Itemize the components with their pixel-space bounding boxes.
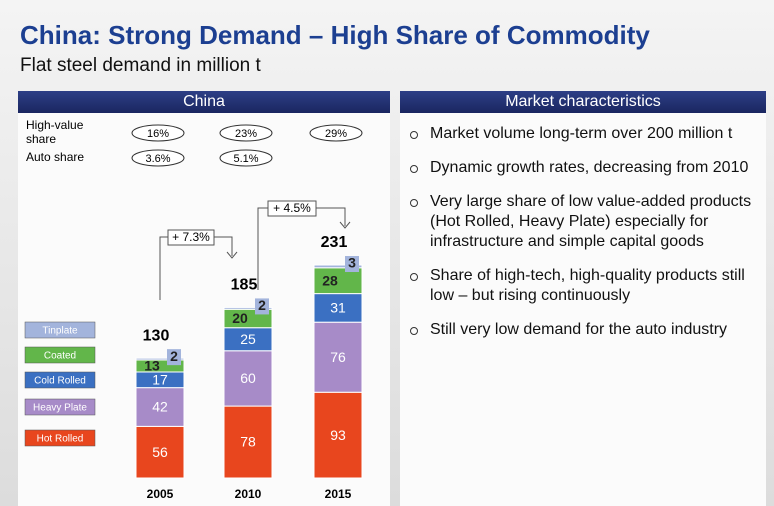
bar-segment bbox=[313, 321, 363, 393]
title: China: Strong Demand – High Share of Com… bbox=[20, 20, 650, 50]
annotation-box bbox=[167, 229, 215, 246]
legend-label: Heavy Plate bbox=[33, 403, 87, 414]
bar-label: 2 bbox=[258, 297, 266, 313]
legend-label: Coated bbox=[44, 351, 76, 362]
bar-label: 17 bbox=[152, 372, 168, 388]
annotation: + 7.3% bbox=[172, 230, 210, 244]
bar-segment bbox=[135, 387, 185, 427]
bar-label: 13 bbox=[144, 358, 160, 374]
bar-label: 76 bbox=[330, 349, 346, 365]
bar-label: 3 bbox=[348, 255, 356, 271]
bullet-list: Market volume long-term over 200 million… bbox=[408, 124, 758, 354]
arrow-head bbox=[339, 221, 351, 229]
share-ellipse bbox=[219, 149, 273, 167]
legend-label: Hot Rolled bbox=[37, 434, 84, 445]
subtitle: Flat steel demand in million t bbox=[20, 55, 261, 76]
share-ellipse bbox=[309, 124, 363, 142]
bullet: Share of high-tech, high-quality product… bbox=[408, 266, 758, 306]
right-header: Market characteristics bbox=[400, 91, 766, 113]
bracket bbox=[159, 236, 233, 300]
total-label: 185 bbox=[231, 277, 258, 294]
bar-segment bbox=[135, 425, 185, 479]
bar-label: 60 bbox=[240, 370, 256, 386]
bar-segment bbox=[313, 391, 363, 479]
growth-brackets bbox=[159, 200, 351, 300]
right-panel bbox=[400, 113, 766, 506]
legend-label: Tinplate bbox=[42, 326, 78, 337]
left-header: China bbox=[18, 91, 390, 113]
bar-label: 56 bbox=[152, 444, 168, 460]
bullet: Very large share of low value-added prod… bbox=[408, 192, 758, 252]
share-label: 16% bbox=[147, 128, 169, 140]
bar-segment bbox=[313, 267, 363, 295]
bullet: Market volume long-term over 200 million… bbox=[408, 124, 758, 144]
total-label: 231 bbox=[321, 234, 348, 251]
bar-label: 42 bbox=[152, 399, 168, 415]
bar-segment bbox=[135, 357, 185, 361]
bar-label: 25 bbox=[240, 331, 256, 347]
bullet: Still very low demand for the auto indus… bbox=[408, 320, 758, 340]
annotation: + 4.5% bbox=[273, 201, 311, 215]
chart: + 7.3% + 4.5% High-value share 16% 23% 29% Au… bbox=[24, 118, 363, 501]
label-box bbox=[255, 298, 269, 315]
share-ellipse bbox=[131, 149, 185, 167]
x-tick-label: 2005 bbox=[147, 487, 174, 501]
x-tick-label: 2015 bbox=[325, 487, 352, 501]
annotation-box bbox=[267, 200, 317, 217]
bar-label: 93 bbox=[330, 427, 346, 443]
row-label: Auto share bbox=[26, 150, 84, 164]
share-label: 23% bbox=[235, 128, 257, 140]
bar-segment bbox=[223, 350, 273, 407]
legend-swatch bbox=[24, 346, 96, 364]
legend-swatch bbox=[24, 371, 96, 389]
legend-swatch bbox=[24, 429, 96, 447]
share-label: 29% bbox=[325, 128, 347, 140]
row-label: High-value share bbox=[26, 118, 84, 146]
bar-segment bbox=[313, 264, 363, 269]
label-box bbox=[167, 349, 181, 366]
bar-label: 2 bbox=[170, 348, 178, 364]
bar-label: 31 bbox=[330, 300, 346, 316]
legend-swatch bbox=[24, 321, 96, 339]
legend-label: Cold Rolled bbox=[34, 376, 86, 387]
bullet: Dynamic growth rates, decreasing from 20… bbox=[408, 158, 758, 178]
share-ellipse bbox=[131, 124, 185, 142]
legend-swatch bbox=[24, 398, 96, 416]
share-ellipse bbox=[219, 124, 273, 142]
label-box bbox=[345, 256, 359, 273]
bar-label: 20 bbox=[232, 310, 248, 326]
total-label: 130 bbox=[143, 327, 170, 344]
bar-segment bbox=[223, 306, 273, 310]
bar-segment bbox=[223, 405, 273, 479]
bar-label: 28 bbox=[322, 272, 338, 288]
x-tick-label: 2010 bbox=[235, 487, 262, 501]
share-label: 3.6% bbox=[145, 153, 170, 165]
bar-label: 78 bbox=[240, 434, 256, 450]
share-label: 5.1% bbox=[233, 153, 258, 165]
arrow-head bbox=[226, 251, 238, 259]
